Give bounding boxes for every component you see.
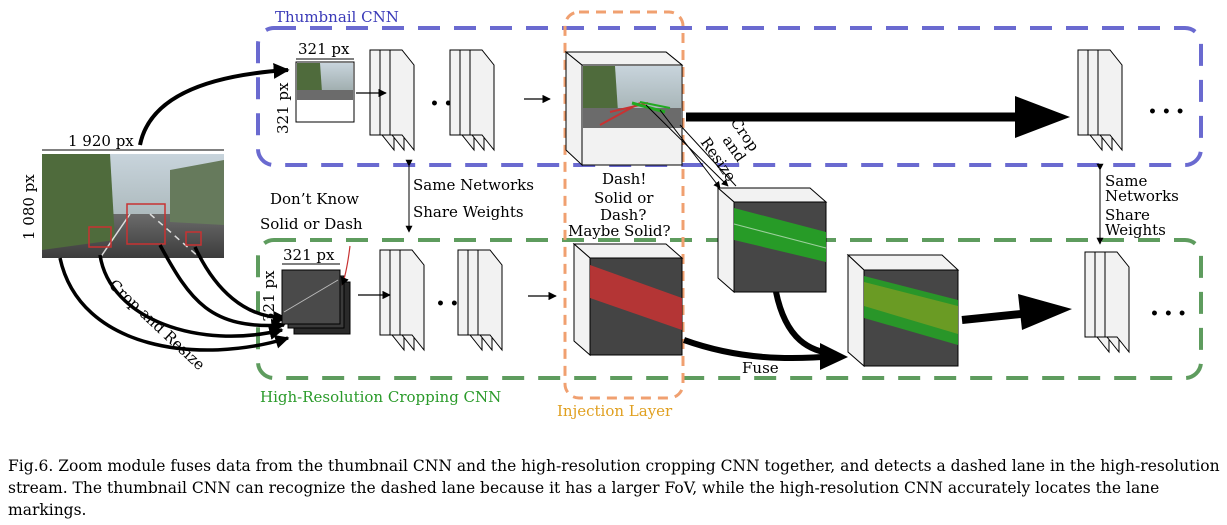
bottom-injection-cube bbox=[572, 242, 684, 357]
fused-cube bbox=[846, 253, 960, 368]
share-weights-label: Share Weights bbox=[413, 203, 524, 221]
same-right-label-2: Networks bbox=[1105, 187, 1179, 205]
same-right-label-1: Same bbox=[1105, 172, 1147, 190]
green-crop-cube bbox=[716, 186, 828, 294]
dont-know-pointer bbox=[340, 245, 351, 286]
highres-crop-stack bbox=[281, 269, 351, 335]
thumbnail-cnn-box bbox=[256, 26, 1203, 167]
injection-layer-label: Injection Layer bbox=[557, 402, 673, 420]
top-main-arrowhead bbox=[1015, 96, 1070, 138]
dont-know-label-2: Solid or Dash bbox=[260, 215, 363, 233]
same-networks-label: Same Networks bbox=[413, 176, 534, 194]
same-right-label-4: Weights bbox=[1105, 221, 1166, 239]
bottom-height-label: 321 px bbox=[260, 270, 278, 322]
injection-layer-box bbox=[563, 10, 685, 400]
green-to-fused-arrow bbox=[773, 291, 837, 357]
full-width-label: 1 920 px bbox=[68, 132, 134, 150]
thumb-width-label: 321 px bbox=[298, 40, 350, 58]
crop-arrow-bottom-2 bbox=[158, 244, 286, 333]
top-ellipsis-2: • • • bbox=[1148, 104, 1185, 120]
bottom-layer-stack-1 bbox=[379, 249, 425, 352]
crop-and-resize-label: Crop and Resize bbox=[105, 276, 208, 374]
highres-cnn-label: High-Resolution Cropping CNN bbox=[260, 388, 501, 406]
dash-label-3: Dash? bbox=[600, 206, 646, 224]
bottom-width-label: 321 px bbox=[283, 246, 335, 264]
arrow-to-thumbnail bbox=[138, 62, 290, 146]
dash-label-2: Solid or bbox=[594, 189, 654, 207]
crop-arrow-2 bbox=[659, 109, 721, 189]
crop-arrow-3 bbox=[679, 124, 737, 187]
bottom-layer-stack-3 bbox=[1084, 251, 1130, 354]
dash-label-4: Maybe Solid? bbox=[568, 222, 671, 240]
bottom-layer-stack-2 bbox=[457, 249, 503, 352]
fuse-label: Fuse bbox=[742, 359, 779, 377]
highres-cnn-box bbox=[256, 238, 1203, 380]
full-height-label: 1 080 px bbox=[20, 174, 38, 240]
crop-arrow-bottom-4 bbox=[58, 257, 290, 352]
thumbnail-cnn-label: Thumbnail CNN bbox=[275, 8, 399, 26]
top-layer-stack-3 bbox=[1077, 49, 1123, 152]
top-injection-cube bbox=[564, 50, 684, 167]
crop-arrow-bottom-3 bbox=[193, 246, 288, 325]
same-right-label-3: Share bbox=[1105, 206, 1150, 224]
figure-caption: Fig.6. Zoom module fuses data from the t… bbox=[8, 457, 1220, 519]
thumbnail-input-image bbox=[295, 61, 355, 123]
bottom-ellipsis-2: • • • bbox=[1150, 306, 1187, 322]
dont-know-label-1: Don’t Know bbox=[270, 190, 359, 208]
bottom-main-arrowhead bbox=[1018, 294, 1072, 330]
dash-label-1: Dash! bbox=[602, 170, 646, 188]
zoom-module-diagram: Thumbnail CNN High-Resolution Cropping C… bbox=[20, 8, 1203, 420]
fuse-arrow bbox=[682, 337, 837, 362]
input-road-image bbox=[42, 154, 224, 259]
top-layer-stack-1 bbox=[369, 49, 415, 152]
thumb-height-label: 321 px bbox=[274, 82, 292, 134]
crop-arrow-bottom-1 bbox=[98, 254, 284, 340]
top-layer-stack-2 bbox=[449, 49, 495, 152]
